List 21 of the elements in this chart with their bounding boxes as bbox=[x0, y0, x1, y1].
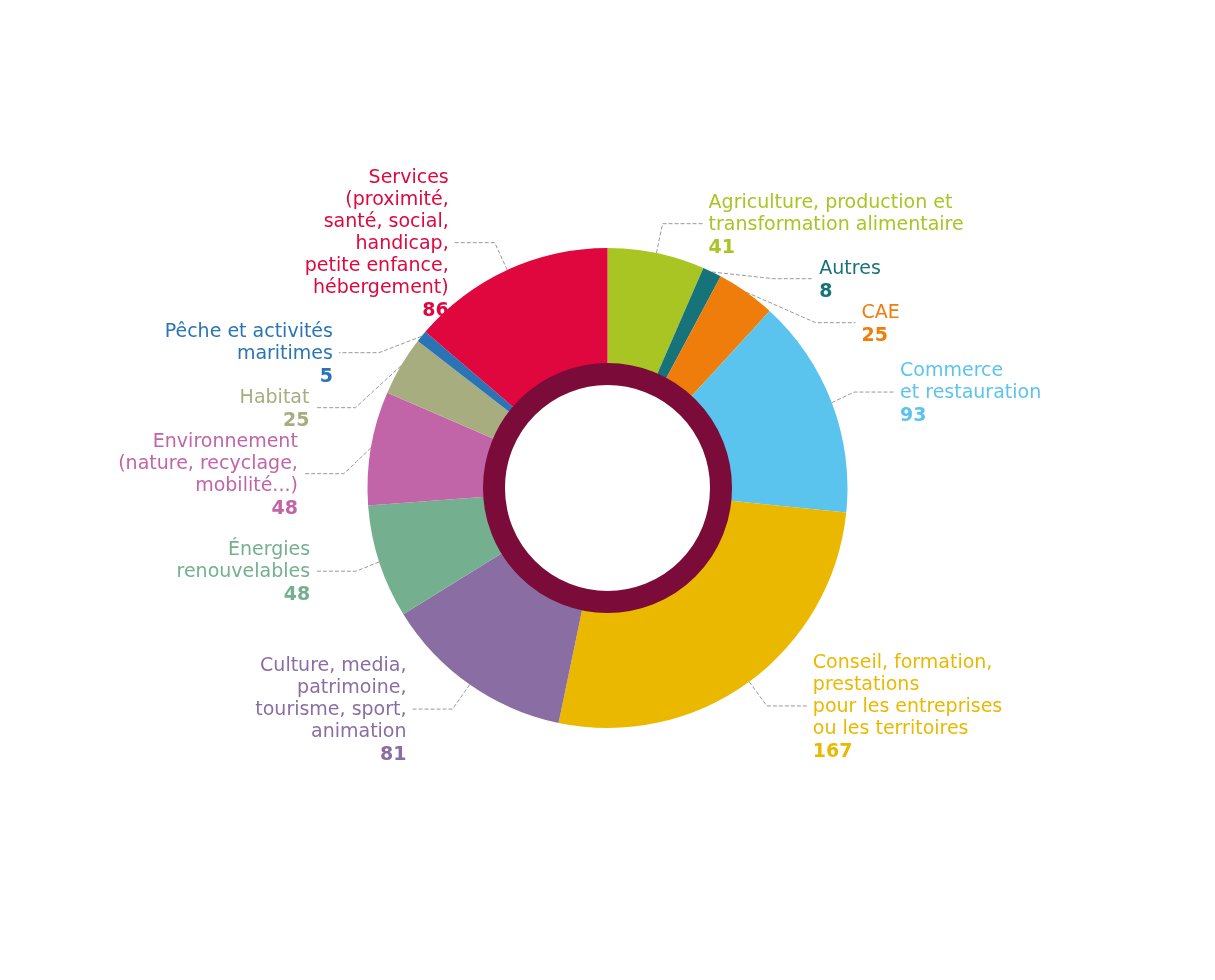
slice-label: Agriculture, production et transformation alimentaire bbox=[708, 189, 964, 234]
data-label: 5 bbox=[319, 363, 333, 386]
data-label: 48 bbox=[271, 495, 298, 518]
slice-label: Énergies renouvelables bbox=[176, 537, 311, 582]
slice-label: Habitat bbox=[239, 384, 310, 407]
slice-label: CAE bbox=[861, 299, 900, 322]
slice-label: Culture, media, patrimoine, tourisme, sport, animation bbox=[255, 653, 407, 742]
slice-label: Environnement (nature, recyclage, mobilité...) bbox=[118, 428, 298, 495]
slice-label: Conseil, formation, prestations pour les entreprises ou les territoires bbox=[812, 649, 1003, 738]
slice-label: Autres bbox=[819, 255, 881, 278]
data-label: 81 bbox=[380, 742, 407, 765]
data-label: 25 bbox=[282, 407, 310, 430]
slice-label: Services (proximité, santé, social, handicap, petite enfance, hébergement) bbox=[304, 164, 449, 297]
slice-label: Commerce et restauration bbox=[900, 358, 1042, 403]
data-label: 8 bbox=[819, 278, 833, 301]
slice-label: Pêche et activités maritimes bbox=[164, 318, 333, 363]
data-label: 48 bbox=[283, 582, 311, 605]
data-label: 93 bbox=[900, 403, 927, 426]
data-label: 25 bbox=[861, 322, 889, 345]
data-label: 41 bbox=[708, 234, 736, 257]
data-label: 167 bbox=[812, 738, 853, 761]
